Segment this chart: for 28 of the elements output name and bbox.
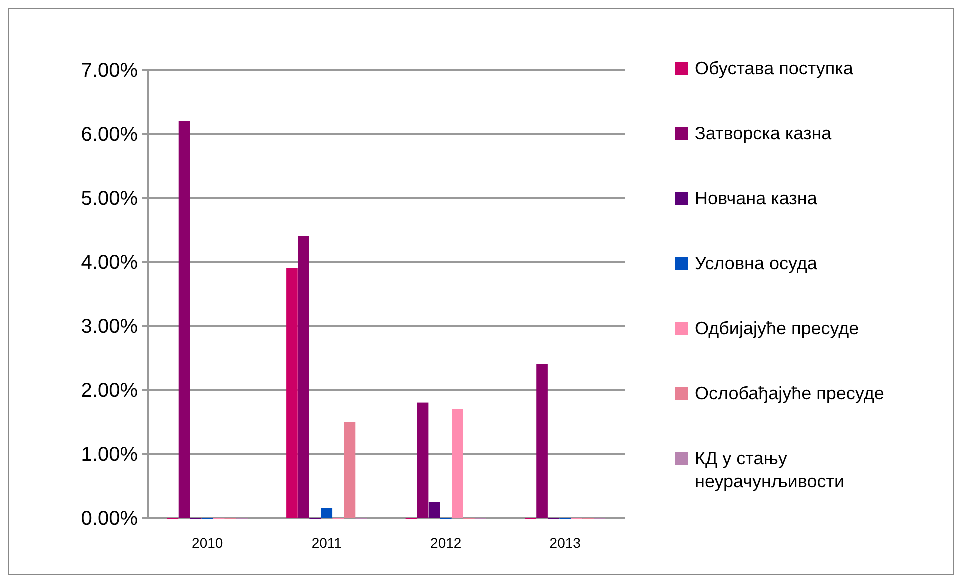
bar	[428, 502, 440, 518]
bar	[452, 409, 464, 518]
legend-label: Ослобађајуће пресуде	[695, 383, 884, 404]
legend-label: Новчана казна	[695, 188, 818, 208]
y-tick-label: 4.00%	[81, 252, 138, 274]
legend-label: Одбијајуће пресуде	[695, 318, 860, 338]
bar	[178, 121, 190, 518]
bar	[286, 268, 298, 518]
y-tick-label: 5.00%	[81, 188, 138, 210]
bar	[321, 508, 333, 518]
bar	[298, 236, 310, 518]
legend-label: Затворска казна	[695, 123, 833, 144]
x-tick-label: 2010	[192, 535, 224, 551]
y-tick-label: 0.00%	[81, 508, 138, 530]
x-tick-label: 2012	[430, 535, 462, 551]
bar	[417, 402, 429, 518]
bar	[344, 422, 356, 518]
y-tick-label: 7.00%	[81, 60, 138, 82]
bar	[536, 364, 548, 518]
x-tick-label: 2013	[550, 535, 582, 551]
legend-label: Обустава поступка	[695, 58, 854, 78]
y-tick-label: 3.00%	[81, 316, 138, 338]
x-tick-label: 2011	[312, 535, 342, 551]
legend-label: Условна осуда	[695, 253, 818, 274]
y-tick-label: 1.00%	[81, 444, 138, 466]
legend-label: КД у стању неурачунљивости	[695, 448, 845, 492]
y-tick-label: 2.00%	[81, 380, 138, 402]
y-tick-label: 6.00%	[81, 124, 138, 146]
